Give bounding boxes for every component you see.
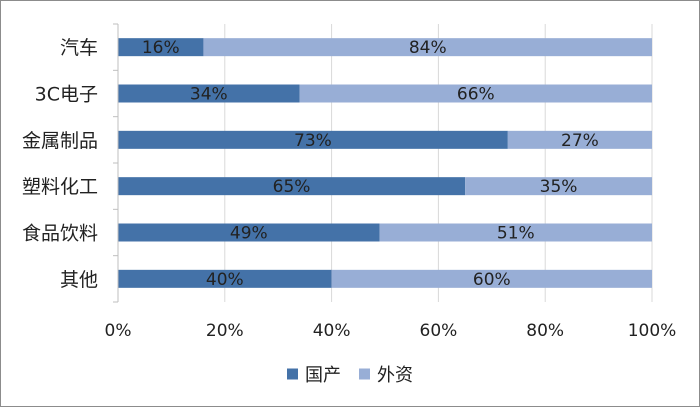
- data-label: 34%: [190, 85, 228, 105]
- data-label: 65%: [273, 177, 311, 197]
- bar-foreign: [299, 84, 652, 103]
- x-tick-label: 100%: [628, 321, 677, 341]
- category-label: 3C电子: [35, 84, 98, 106]
- x-tick-label: 0%: [105, 321, 132, 341]
- data-label: 40%: [206, 270, 244, 290]
- category-label: 塑料化工: [22, 176, 98, 198]
- data-label: 66%: [457, 85, 495, 105]
- data-label: 49%: [230, 224, 268, 244]
- bar-domestic: [118, 177, 466, 196]
- x-tick-label: 40%: [313, 321, 351, 341]
- category-label: 其他: [60, 269, 98, 291]
- category-label: 汽车: [60, 37, 98, 59]
- bar-domestic: [118, 84, 300, 103]
- data-label: 35%: [540, 177, 578, 197]
- x-tick-label: 20%: [206, 321, 244, 341]
- data-label: 84%: [409, 38, 447, 58]
- bar-foreign: [465, 177, 652, 196]
- legend-swatch: [287, 368, 298, 380]
- data-label: 16%: [142, 38, 180, 58]
- bar-foreign: [331, 269, 652, 288]
- legend: 国产 外资: [287, 365, 413, 386]
- data-label: 60%: [473, 270, 511, 290]
- bar-domestic: [118, 130, 508, 149]
- category-label: 食品饮料: [22, 223, 98, 245]
- data-labels: 16% 84% 34% 66% 73% 27% 65% 35% 49% 51% 40% 60%: [142, 38, 599, 290]
- data-label: 73%: [294, 131, 332, 151]
- y-axis: [113, 23, 119, 303]
- x-tick-label: 60%: [420, 321, 458, 341]
- legend-label: 外资: [377, 365, 413, 386]
- x-tick-label: 80%: [526, 321, 564, 341]
- category-label: 金属制品: [22, 130, 98, 152]
- data-label: 27%: [561, 131, 599, 151]
- bar-domestic: [118, 38, 204, 57]
- bar-domestic: [118, 223, 380, 242]
- x-tick-labels: 0% 20% 40% 60% 80% 100%: [105, 321, 677, 341]
- legend-label: 国产: [305, 365, 341, 386]
- bar-foreign: [507, 130, 652, 149]
- bar-domestic: [118, 269, 332, 288]
- gridlines: [224, 24, 653, 302]
- legend-swatch: [359, 368, 370, 380]
- bar-foreign: [203, 38, 652, 57]
- data-label: 51%: [497, 224, 535, 244]
- bar-marks: [118, 38, 652, 288]
- bar-foreign: [379, 223, 652, 242]
